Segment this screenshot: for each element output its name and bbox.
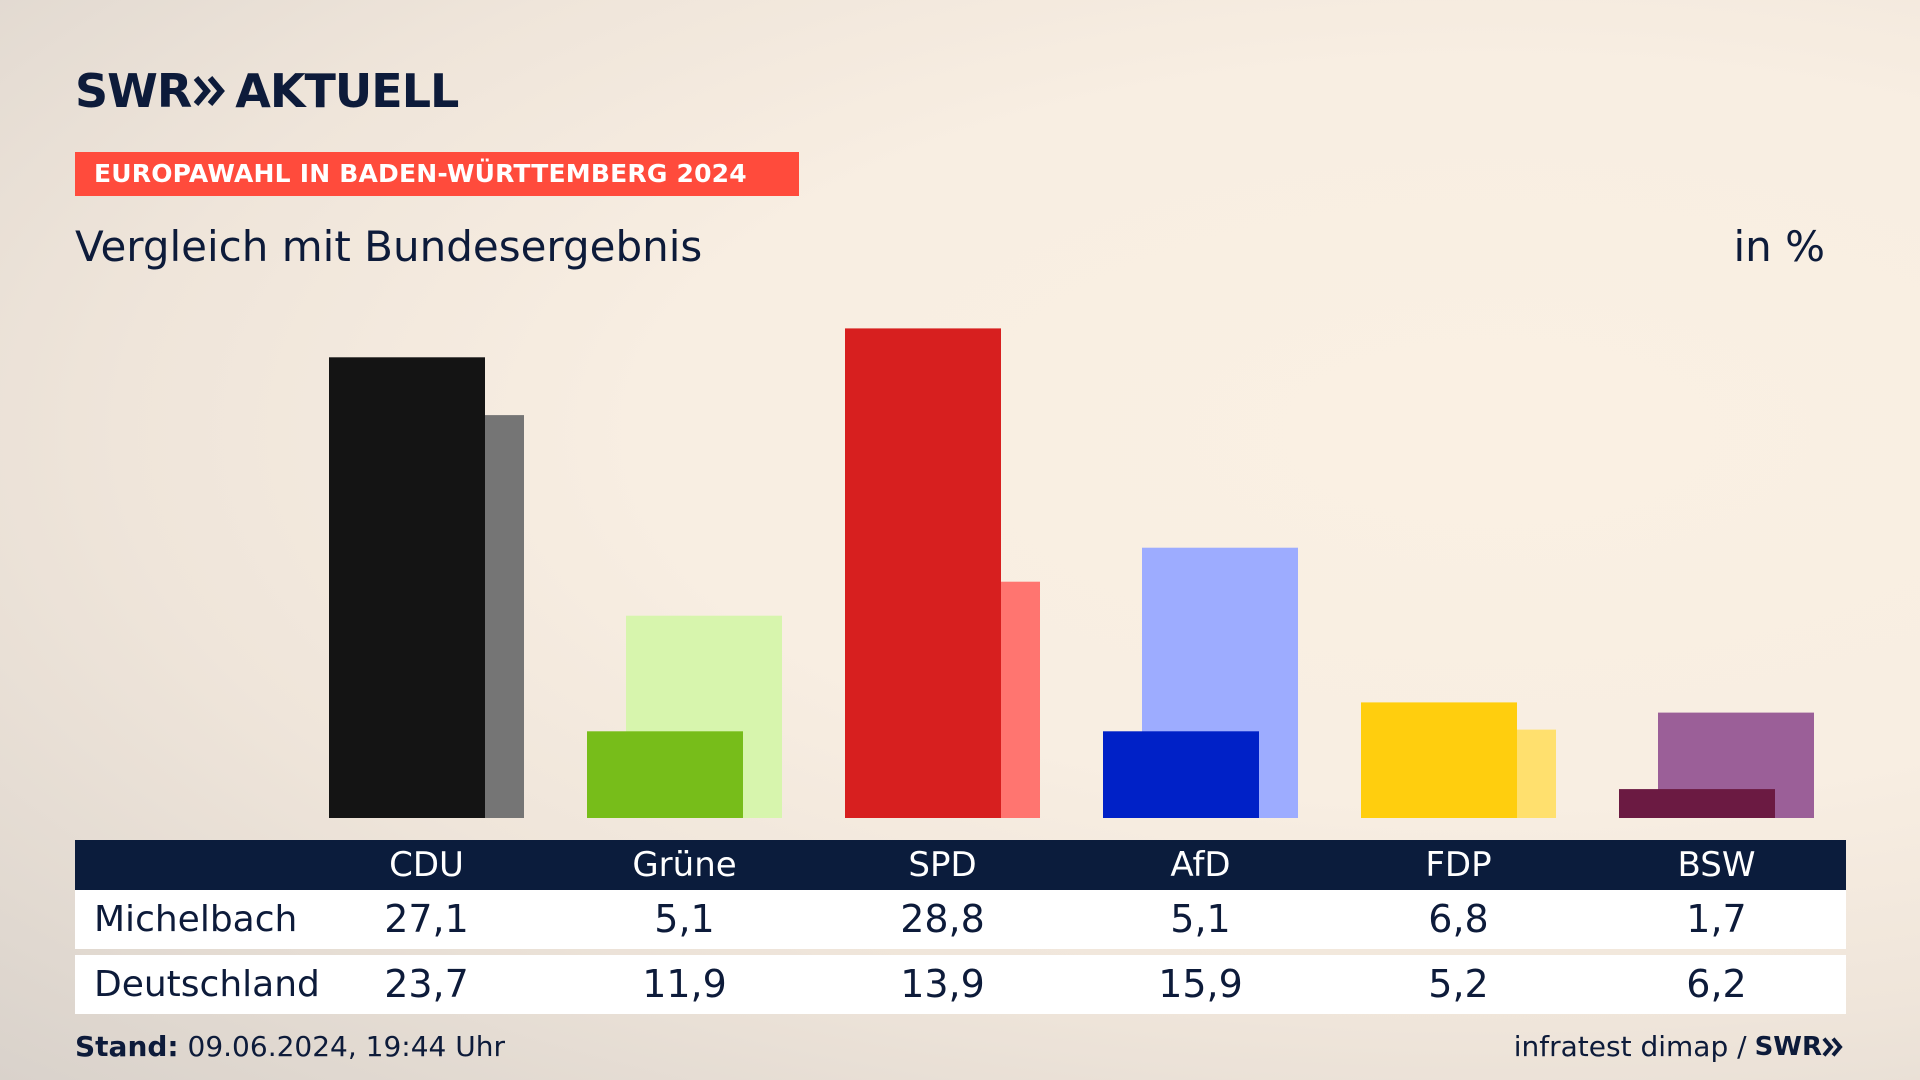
table-row-deutschland: Deutschland 23,7 11,9 13,9 15,9 5,2 6,2: [75, 955, 1846, 1014]
row-label: Deutschland: [94, 964, 320, 1005]
results-table: CDU Grüne SPD AfD FDP BSW Michelbach 27,1 5,1 2…: [75, 840, 1846, 1014]
swr-aktuell-logo: SWR AKTUELL: [75, 64, 459, 118]
bar-michelbach-afd: [1103, 731, 1259, 818]
data-label-spd: 13,9: [900, 962, 985, 1006]
bar-michelbach-fdp: [1361, 702, 1517, 818]
data-label-afd: 15,9: [1158, 962, 1243, 1006]
election-tag: EUROPAWAHL IN BADEN-WÜRTTEMBERG 2024: [75, 152, 799, 196]
data-label-grüne: 5,1: [654, 897, 715, 941]
bar-michelbach-bsw: [1619, 789, 1775, 818]
swr-small-logo: SWR: [1755, 1032, 1844, 1062]
logo-product: AKTUELL: [235, 64, 459, 118]
table-row-michelbach: Michelbach 27,1 5,1 28,8 5,1 6,8 1,7: [75, 890, 1846, 949]
data-label-bsw: 1,7: [1686, 897, 1747, 941]
data-label-fdp: 6,8: [1428, 897, 1489, 941]
row-label: Michelbach: [94, 899, 298, 940]
double-chevron-icon: [1822, 1036, 1843, 1057]
source-credit: infratest dimap / SWR: [1514, 1030, 1844, 1063]
column-header-cdu: CDU: [389, 845, 464, 885]
data-label-bsw: 6,2: [1686, 962, 1747, 1006]
stand-value: 09.06.2024, 19:44 Uhr: [187, 1030, 505, 1063]
chart-unit: in %: [1733, 222, 1825, 271]
data-label-fdp: 5,2: [1428, 962, 1489, 1006]
data-label-grüne: 11,9: [642, 962, 727, 1006]
column-header-grüne: Grüne: [632, 845, 737, 885]
data-label-cdu: 27,1: [384, 897, 469, 941]
bar-michelbach-spd: [845, 328, 1001, 818]
column-header-spd: SPD: [908, 845, 977, 885]
timestamp: Stand: 09.06.2024, 19:44 Uhr: [75, 1030, 505, 1063]
bar-michelbach-grüne: [587, 731, 743, 818]
data-label-afd: 5,1: [1170, 897, 1231, 941]
chart-title: Vergleich mit Bundesergebnis: [75, 222, 703, 271]
bar-michelbach-cdu: [329, 357, 485, 818]
data-label-cdu: 23,7: [384, 962, 469, 1006]
swr-small-brand: SWR: [1754, 1031, 1822, 1062]
column-header-bsw: BSW: [1677, 845, 1756, 885]
data-label-spd: 28,8: [900, 897, 985, 941]
table-header-row: CDU Grüne SPD AfD FDP BSW: [75, 840, 1846, 890]
column-header-afd: AfD: [1170, 845, 1231, 885]
column-header-fdp: FDP: [1425, 845, 1492, 885]
source-text: infratest dimap /: [1513, 1030, 1747, 1063]
stand-label: Stand:: [75, 1030, 179, 1063]
logo-brand: SWR: [75, 64, 192, 118]
double-chevron-icon: [193, 74, 227, 108]
bar-chart: [329, 328, 1814, 818]
